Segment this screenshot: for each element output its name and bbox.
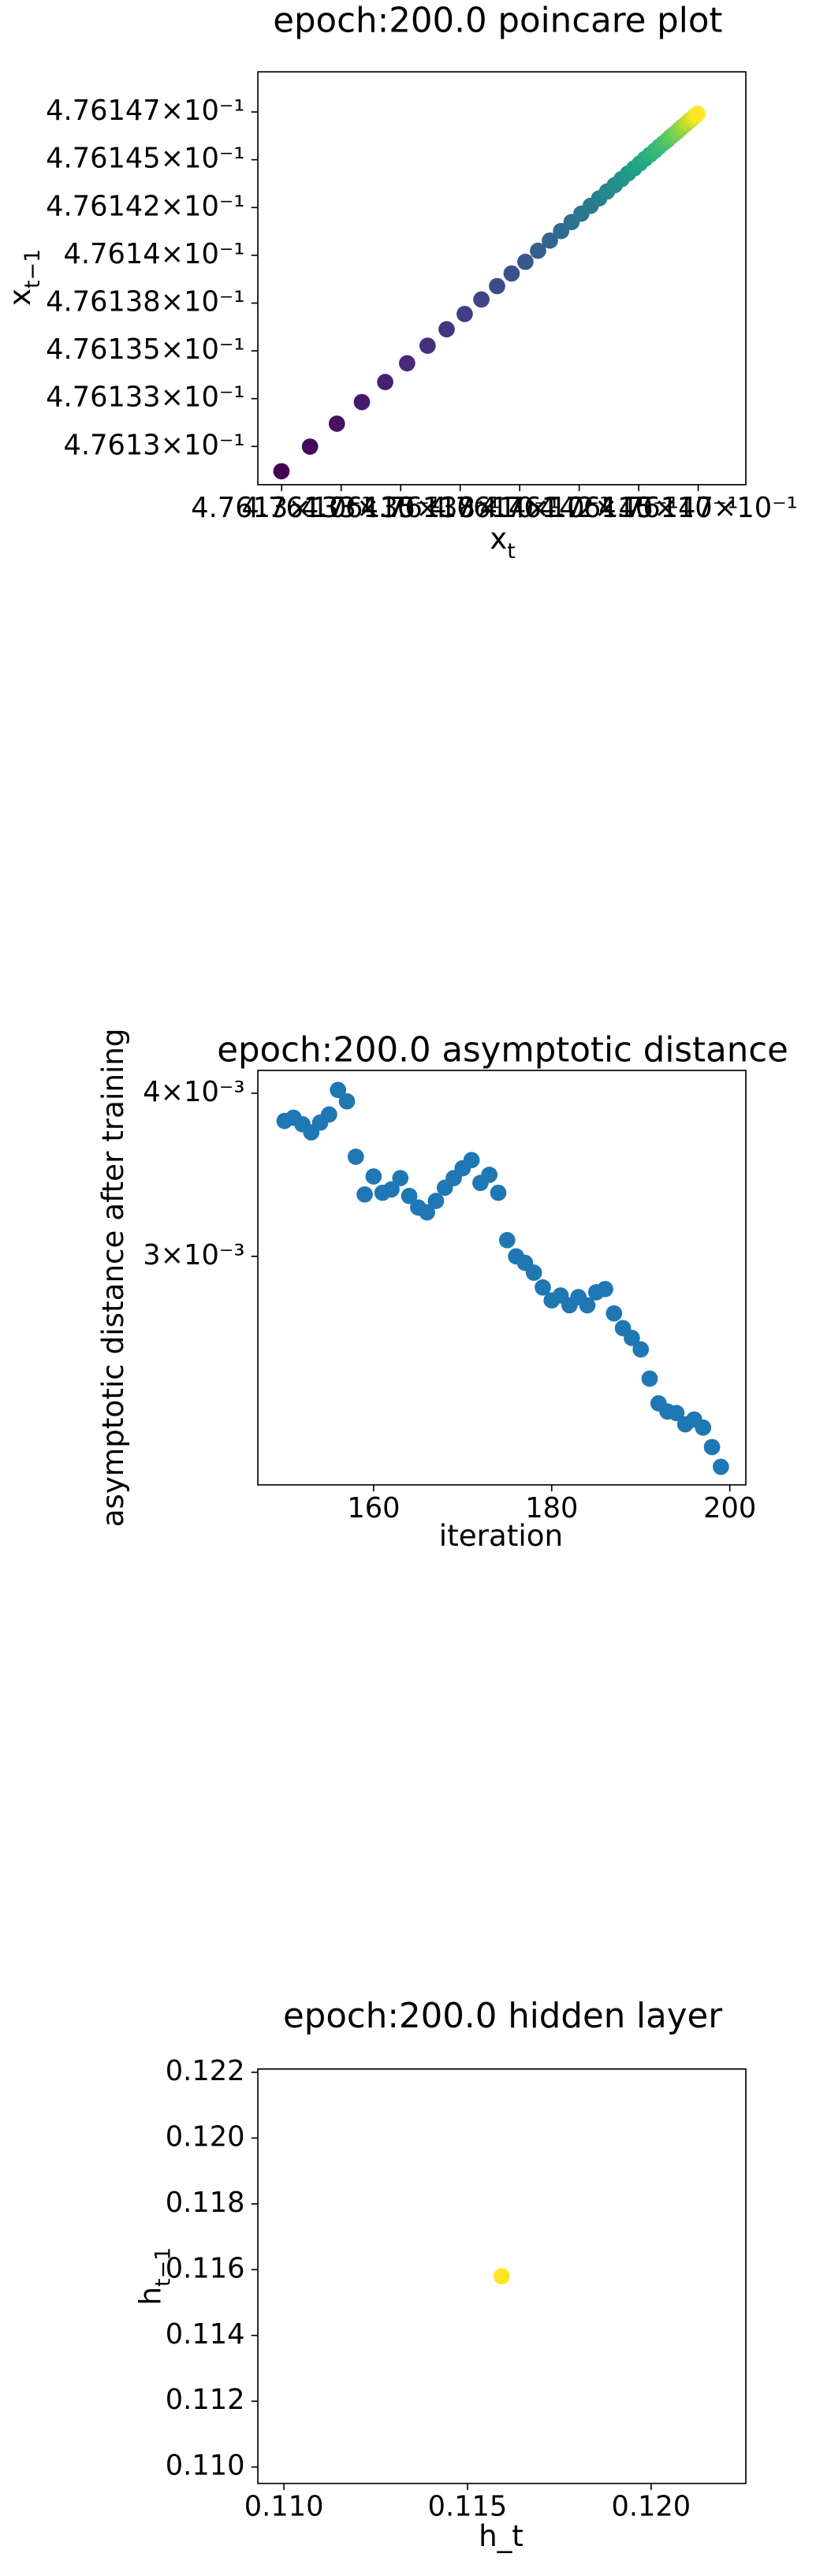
point: [330, 1081, 347, 1099]
x-tick-label: 160: [347, 1492, 400, 1524]
label-subscript: t−1: [20, 249, 45, 288]
label-text: iteration: [439, 1517, 563, 1552]
point: [535, 1279, 551, 1296]
point: [301, 438, 319, 455]
point: [419, 1204, 436, 1221]
point: [489, 277, 505, 295]
y-tick-label: 4.7613×10⁻¹: [64, 429, 245, 461]
y-axis-label: xt−1: [2, 249, 45, 306]
label-text: h: [132, 2287, 167, 2306]
x-tick-label: 180: [525, 1492, 578, 1524]
y-tick-label: 0.112: [166, 2384, 245, 2416]
y-tick-label: 4.76147×10⁻¹: [46, 95, 244, 127]
point: [427, 1193, 445, 1209]
axes-frame: [257, 1070, 747, 1486]
point: [328, 415, 345, 432]
point: [438, 321, 455, 338]
point: [463, 1152, 480, 1169]
point: [579, 1297, 596, 1314]
label-text: x: [2, 288, 36, 306]
y-tick-label: 0.120: [166, 2120, 245, 2153]
y-tick-label: 0.122: [166, 2055, 245, 2087]
x-tick-label: 4.76147×10⁻¹: [598, 492, 797, 524]
y-tick-label: 0.114: [166, 2318, 245, 2351]
point: [419, 337, 436, 354]
point: [597, 1280, 613, 1297]
x-tick-label: 4.76138×10⁻¹: [361, 492, 560, 524]
y-tick-label: 4.76145×10⁻¹: [46, 143, 244, 175]
y-tick-label: 4×10⁻³: [143, 1076, 244, 1108]
y-tick-label: 3×10⁻³: [143, 1239, 244, 1271]
point: [668, 1405, 685, 1421]
label-text: h_t: [479, 2518, 524, 2552]
x-tick-label: 0.110: [244, 2491, 324, 2523]
chart-title: epoch:200.0 asymptotic distance: [217, 1031, 788, 1070]
point: [392, 1170, 409, 1186]
y-axis-label: ht−1: [132, 2247, 175, 2306]
y-tick-label: 4.76135×10⁻¹: [46, 333, 244, 366]
x-tick-label: 4.7613×10⁻¹: [191, 492, 372, 524]
point: [713, 1458, 729, 1476]
point: [399, 355, 415, 372]
label-subscript: t−1: [151, 2247, 176, 2287]
point: [353, 393, 371, 411]
y-tick-label: 4.76142×10⁻¹: [46, 190, 244, 222]
chart-title: epoch:200.0 poincare plot: [273, 2, 722, 41]
y-tick-label: 4.76133×10⁻¹: [46, 382, 244, 414]
x-tick-label: 4.7614×10⁻¹: [429, 492, 610, 524]
point: [695, 1419, 712, 1436]
point: [624, 1329, 640, 1346]
x-tick-label: 200: [703, 1492, 756, 1524]
point: [530, 242, 546, 259]
point: [689, 106, 706, 122]
point: [493, 2268, 510, 2285]
point: [498, 1231, 516, 1249]
x-tick-label: 4.76135×10⁻¹: [301, 492, 500, 524]
point: [383, 1181, 400, 1198]
point: [703, 1439, 721, 1456]
x-tick-label: 0.120: [611, 2491, 691, 2523]
axes-frame: [257, 71, 747, 486]
point: [481, 1167, 498, 1183]
point: [365, 1168, 382, 1185]
axes-frame: [257, 2068, 747, 2485]
point: [641, 1370, 658, 1387]
point: [473, 291, 490, 308]
point: [356, 1186, 373, 1203]
point: [503, 265, 520, 282]
label-subscript: t: [507, 539, 516, 564]
x-axis-label: xt: [490, 521, 516, 564]
point: [321, 1106, 337, 1123]
point: [401, 1187, 418, 1204]
point: [273, 463, 290, 480]
y-tick-label: 4.7614×10⁻¹: [64, 238, 245, 270]
point: [542, 232, 558, 249]
chart-title: epoch:200.0 hidden layer: [283, 1997, 722, 2036]
y-tick-label: 0.110: [166, 2450, 245, 2482]
label-text: x: [490, 521, 507, 556]
x-tick-label: 4.76145×10⁻¹: [539, 492, 738, 524]
x-tick-label: 4.76133×10⁻¹: [242, 492, 441, 524]
y-tick-label: 4.76138×10⁻¹: [46, 285, 244, 318]
point: [377, 374, 393, 390]
label-text: asymptotic distance after training: [95, 1028, 129, 1527]
x-tick-label: 0.115: [428, 2491, 508, 2523]
y-tick-label: 0.118: [166, 2187, 245, 2219]
point: [605, 1305, 623, 1322]
point: [632, 1341, 650, 1358]
y-tick-label: 0.116: [166, 2252, 245, 2284]
point: [490, 1184, 507, 1201]
point: [517, 253, 534, 270]
point: [456, 305, 473, 322]
x-axis-label: iteration: [439, 1517, 563, 1552]
point: [525, 1264, 542, 1281]
y-axis-label: asymptotic distance after training: [95, 1028, 129, 1527]
point: [347, 1148, 364, 1165]
x-tick-label: 4.76142×10⁻¹: [479, 492, 678, 524]
x-axis-label: h_t: [479, 2518, 524, 2552]
point: [338, 1093, 356, 1110]
